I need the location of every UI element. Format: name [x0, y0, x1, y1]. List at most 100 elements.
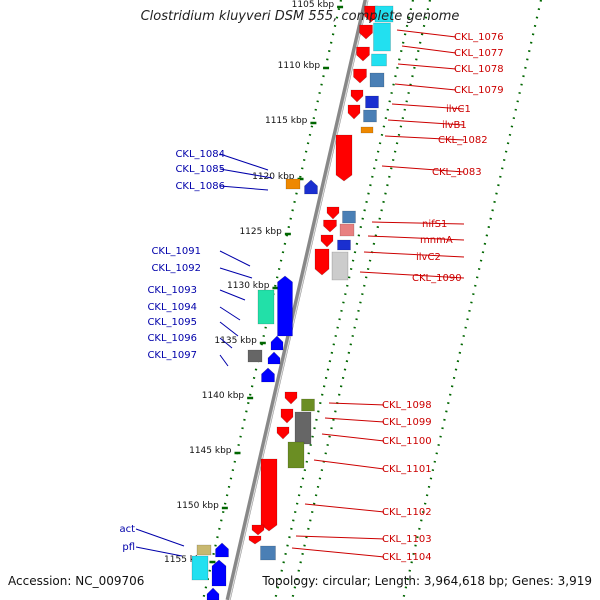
left-leader-line	[219, 168, 273, 179]
forward-gene-arrow	[353, 68, 367, 84]
gene-block	[191, 555, 209, 581]
right-leader-line	[367, 235, 465, 241]
reverse-gene-label: CKL_1085	[175, 164, 225, 175]
accession-label: Accession: NC_009706	[8, 574, 145, 588]
forward-gene-label: CKL_1101	[382, 464, 432, 475]
gene-block	[331, 251, 349, 281]
forward-gene-label: CKL_1104	[382, 552, 432, 563]
gene-block	[337, 239, 351, 251]
scale-tick-label: 1130 kbp	[227, 281, 270, 291]
left-leader-line	[219, 354, 229, 367]
reverse-gene-label: CKL_1095	[147, 317, 197, 328]
gene-block	[342, 210, 356, 224]
scale-tick-label: 1105 kbp	[292, 0, 335, 10]
right-leader-line	[381, 165, 465, 173]
scale-tick-label: 1125 kbp	[239, 227, 282, 237]
scale-tick-label: 1155 kbp	[164, 555, 207, 565]
left-leader-line	[219, 153, 269, 171]
forward-gene-arrow	[314, 248, 330, 276]
gene-block	[373, 22, 391, 52]
forward-gene-label: CKL_1083	[432, 167, 482, 178]
forward-gene-arrow	[335, 134, 353, 182]
reverse-gene-label: CKL_1084	[175, 149, 225, 160]
forward-gene-arrow	[356, 46, 370, 62]
forward-gene-label: ilvC2	[416, 252, 441, 263]
reverse-gene-arrow	[206, 587, 220, 600]
right-leader-line	[363, 251, 465, 258]
gene-block	[287, 441, 305, 469]
right-leader-line	[394, 83, 457, 91]
forward-gene-label: CKL_1076	[454, 32, 504, 43]
gene-block	[294, 411, 312, 445]
gene-block	[371, 53, 387, 67]
forward-gene-label: mnmA	[420, 235, 453, 246]
right-leader-line	[371, 221, 465, 225]
gene-block	[285, 178, 301, 190]
reverse-gene-arrow	[211, 559, 227, 587]
gene-block	[360, 126, 374, 134]
gene-block	[301, 398, 315, 412]
genome-backbone-highlight	[228, 0, 369, 600]
genome-backbone	[225, 0, 369, 600]
scale-tick-label: 1120 kbp	[252, 172, 295, 182]
forward-gene-label: CKL_1078	[454, 64, 504, 75]
forward-gene-label: CKL_1103	[382, 534, 432, 545]
forward-gene-arrow	[251, 524, 265, 536]
reverse-gene-arrow	[267, 351, 281, 365]
gene-block	[363, 109, 377, 123]
right-leader-line	[313, 459, 385, 470]
right-leader-line	[401, 45, 457, 54]
gene-block	[369, 72, 385, 88]
forward-gene-arrow	[359, 24, 373, 40]
gene-block	[257, 289, 275, 325]
left-leader-line	[219, 289, 246, 301]
forward-gene-label: CKL_1090	[412, 273, 462, 284]
reverse-gene-arrow	[270, 335, 284, 351]
scale-tick-label: 1140 kbp	[202, 391, 245, 401]
reverse-gene-label: act	[119, 524, 135, 535]
reverse-gene-label: CKL_1097	[147, 350, 197, 361]
left-leader-line	[219, 337, 233, 349]
forward-gene-label: ilvB1	[442, 120, 467, 131]
right-leader-line	[321, 433, 385, 442]
genome-summary-label: Topology: circular; Length: 3,964,618 bp…	[262, 574, 592, 588]
right-leader-line	[291, 547, 385, 558]
forward-gene-label: CKL_1102	[382, 507, 432, 518]
forward-gene-label: CKL_1099	[382, 417, 432, 428]
reverse-gene-label: pfl	[122, 542, 135, 553]
right-leader-line	[397, 63, 457, 70]
forward-gene-arrow	[350, 89, 364, 103]
reverse-gene-label: CKL_1096	[147, 333, 197, 344]
scale-tick-label: 1135 kbp	[214, 336, 257, 346]
right-leader-line	[304, 503, 385, 513]
scale-tick-label: 1115 kbp	[265, 116, 308, 126]
right-leader-line	[391, 103, 465, 110]
reverse-gene-label: CKL_1093	[147, 285, 197, 296]
forward-gene-arrow	[280, 408, 294, 424]
forward-gene-arrow	[323, 219, 337, 233]
map-title: Clostridium kluyveri DSM 555, complete g…	[140, 9, 460, 24]
gene-block	[260, 545, 276, 561]
forward-gene-label: CKL_1079	[454, 85, 504, 96]
left-leader-line	[135, 528, 185, 547]
reverse-gene-arrow	[261, 367, 275, 383]
forward-gene-arrow	[347, 104, 361, 120]
reverse-gene-arrow	[277, 275, 293, 337]
right-leader-line	[387, 119, 465, 126]
gene-block	[374, 5, 394, 23]
scale-tick-label: 1110 kbp	[278, 61, 321, 71]
right-leader-line	[328, 402, 385, 406]
reverse-gene-arrow	[304, 179, 318, 195]
forward-gene-label: CKL_1098	[382, 400, 432, 411]
left-leader-line	[219, 267, 253, 279]
forward-gene-label: CKL_1077	[454, 48, 504, 59]
forward-gene-arrow	[248, 535, 262, 545]
reverse-gene-label: CKL_1094	[147, 302, 197, 313]
forward-gene-label: nifS1	[422, 219, 447, 230]
left-leader-line	[135, 546, 183, 557]
forward-gene-arrow	[320, 234, 334, 248]
right-leader-line	[384, 135, 465, 141]
gene-block	[247, 349, 263, 363]
